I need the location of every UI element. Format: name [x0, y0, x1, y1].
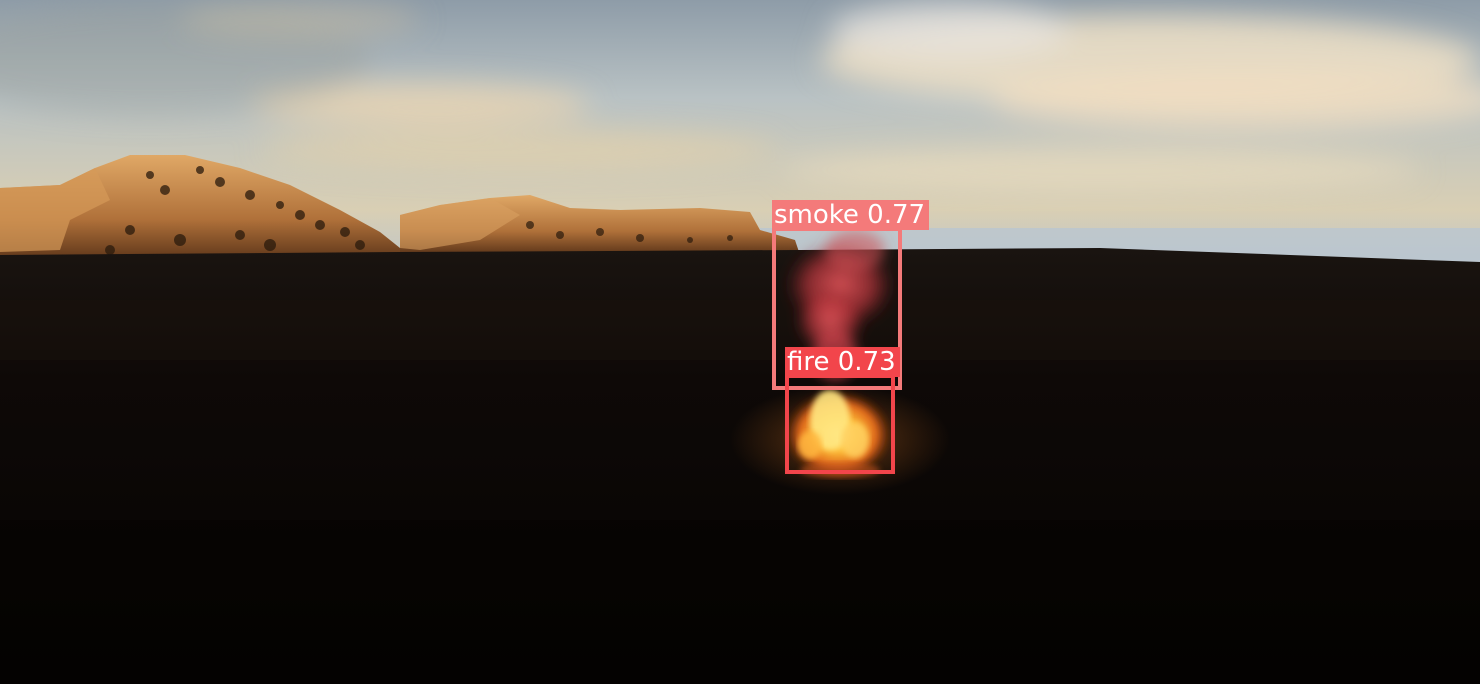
fire-detection-label: fire 0.73: [785, 347, 900, 377]
smoke-confidence-score: 0.77: [867, 200, 926, 230]
smoke-detection-label: smoke 0.77: [772, 200, 930, 230]
forest: [0, 248, 1480, 684]
smoke-class-name: smoke: [774, 200, 859, 230]
clouds: [0, 2, 1480, 192]
fire-flames: [783, 385, 893, 478]
fire-confidence-score: 0.73: [837, 347, 896, 377]
fire-class-name: fire: [787, 347, 830, 377]
fire-detection-box: [785, 374, 895, 474]
